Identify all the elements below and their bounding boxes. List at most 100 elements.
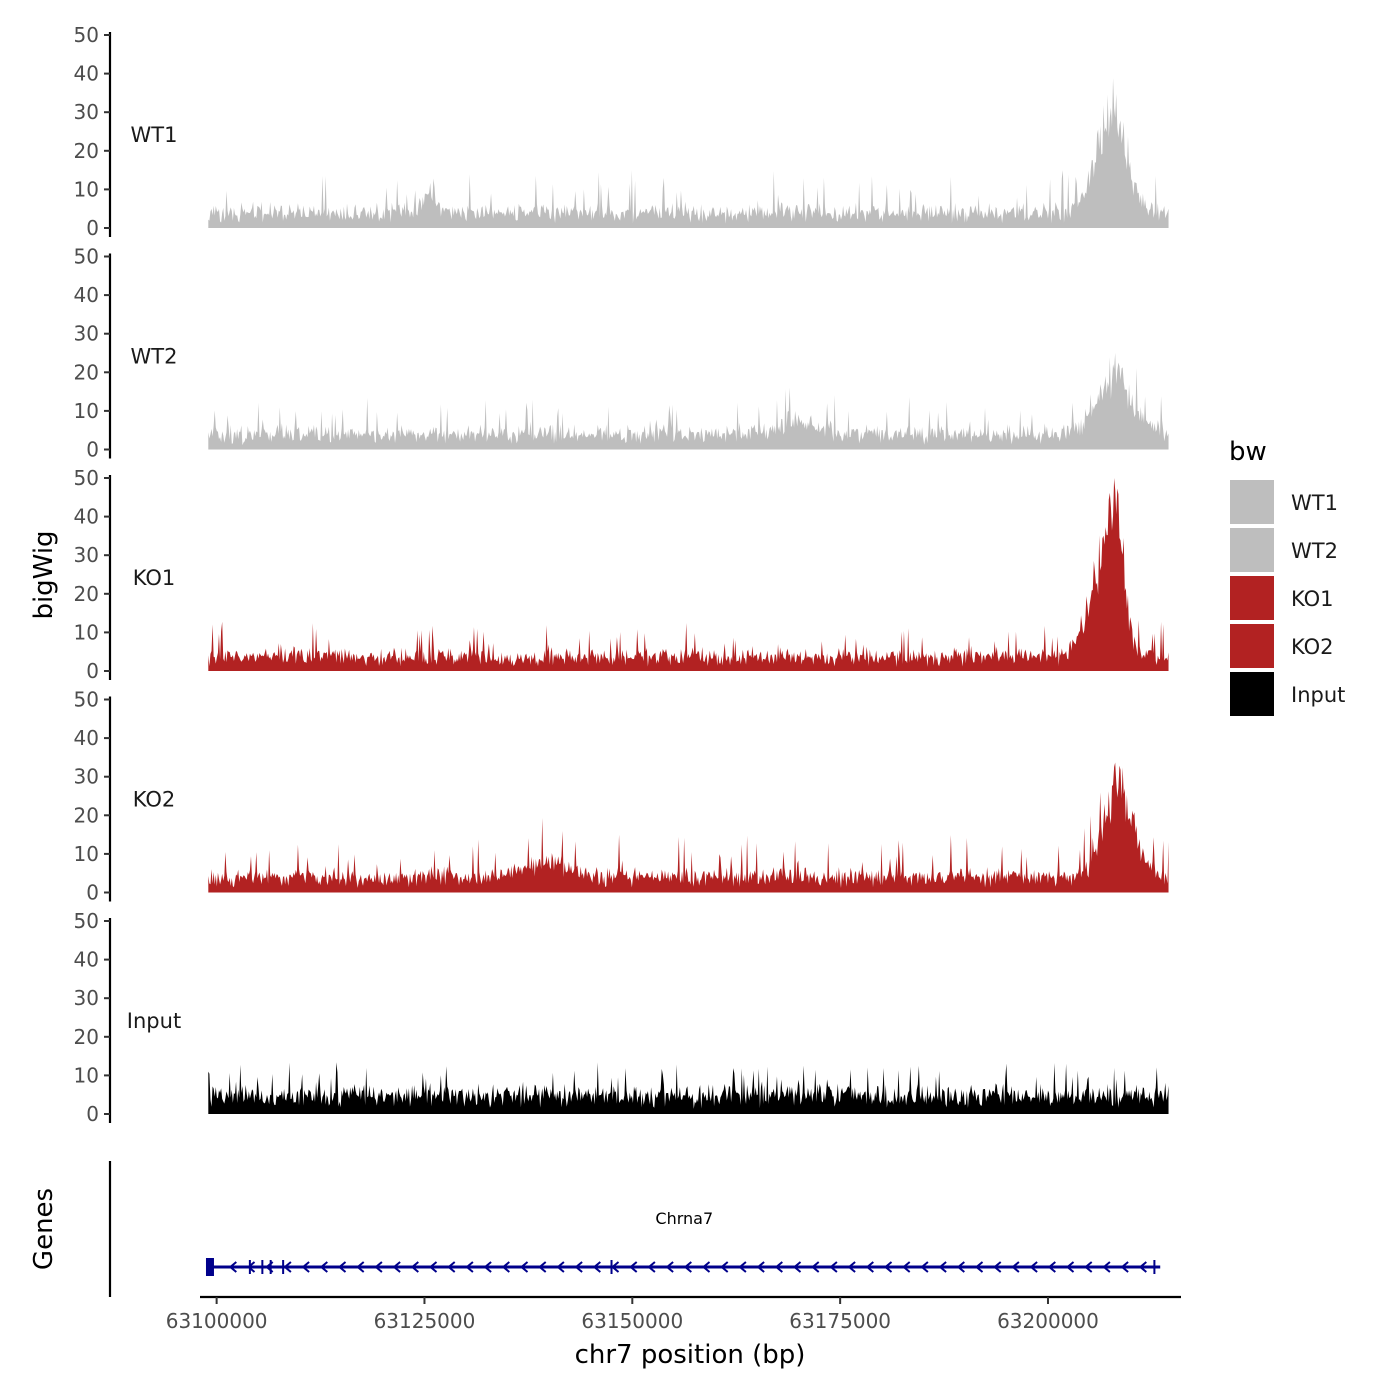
y-tick-label: 0	[86, 1102, 99, 1126]
strand-arrow	[829, 1261, 838, 1273]
strand-arrow	[774, 1261, 783, 1273]
y-tick-label: 0	[86, 438, 99, 462]
coverage-area-input	[208, 1062, 1169, 1114]
strand-arrow	[1120, 1261, 1129, 1273]
strand-arrow	[847, 1261, 856, 1273]
strand-arrow	[993, 1261, 1002, 1273]
strand-arrow	[883, 1261, 893, 1273]
gene-model-chrna7: Chrna7	[205, 1209, 1161, 1276]
y-tick-label: 50	[74, 466, 99, 490]
strand-arrow	[956, 1261, 965, 1273]
strand-arrow	[792, 1261, 802, 1273]
x-tick-label: 63125000	[374, 1309, 476, 1333]
legend-swatch-wt1	[1230, 480, 1274, 524]
track-wt1: 0 10 20 30 40 50 WT1	[74, 23, 1169, 240]
coverage-area-wt1	[208, 78, 1169, 228]
exon	[261, 1260, 264, 1274]
exon	[205, 1258, 214, 1276]
legend-swatch-ko2	[1230, 624, 1274, 668]
strand-arrow	[738, 1261, 747, 1273]
strand-arrow	[592, 1261, 601, 1273]
x-tick-label: 63175000	[789, 1309, 891, 1333]
exon	[282, 1260, 285, 1274]
y-tick-label: 10	[74, 842, 99, 866]
strand-arrow	[374, 1261, 383, 1273]
legend-label-wt1: WT1	[1291, 491, 1338, 515]
strand-arrow	[356, 1261, 365, 1273]
strand-arrow	[1065, 1261, 1075, 1273]
track-label: KO1	[133, 566, 176, 590]
exon	[610, 1260, 613, 1274]
y-tick-label: 0	[86, 659, 99, 683]
strand-arrow	[974, 1261, 984, 1273]
exon	[248, 1260, 251, 1274]
coverage-area-ko1	[208, 478, 1169, 671]
track-ko2: 0 10 20 30 40 50 KO2	[74, 688, 1169, 905]
x-tick-label: 63200000	[997, 1309, 1099, 1333]
y-tick-label: 30	[74, 765, 99, 789]
strand-arrow	[720, 1261, 729, 1273]
strand-arrow	[556, 1261, 565, 1273]
strand-arrow	[501, 1261, 510, 1273]
y-axis-title: bigWig	[29, 530, 59, 619]
y-tick-label: 20	[74, 582, 99, 606]
y-tick-label: 20	[74, 1025, 99, 1049]
y-tick-label: 0	[86, 216, 99, 240]
tracks-layer: 0 10 20 30 40 50 WT1 0 10 20 30 40 50 WT2 0 10 20 30 40 50 K…	[74, 23, 1169, 1126]
y-tick-label: 50	[74, 245, 99, 269]
x-axis: 63100000 63125000 63150000 63175000 63200000	[166, 1295, 1181, 1333]
strand-arrow	[428, 1261, 438, 1273]
legend-label-ko1: KO1	[1291, 587, 1334, 611]
exon	[269, 1260, 272, 1274]
track-ko1: 0 10 20 30 40 50 KO1	[74, 466, 1169, 683]
strand-arrow	[1084, 1261, 1093, 1273]
strand-arrow	[1011, 1261, 1020, 1273]
strand-arrow	[920, 1261, 929, 1273]
strand-arrow	[1029, 1261, 1038, 1273]
y-tick-label: 50	[74, 909, 99, 933]
legend-swatch-input	[1230, 672, 1274, 716]
y-tick-label: 10	[74, 399, 99, 423]
legend-swatch-wt2	[1230, 528, 1274, 572]
strand-arrow	[701, 1261, 711, 1273]
y-tick-label: 40	[74, 505, 99, 529]
track-wt2: 0 10 20 30 40 50 WT2	[74, 245, 1169, 462]
strand-arrow	[1102, 1261, 1111, 1273]
y-tick-label: 40	[74, 726, 99, 750]
strand-arrow	[683, 1261, 692, 1273]
y-tick-label: 30	[74, 543, 99, 567]
track-input: 0 10 20 30 40 50 Input	[74, 909, 1169, 1126]
strand-arrow	[574, 1261, 583, 1273]
coverage-area-wt2	[208, 352, 1169, 450]
strand-arrow	[410, 1261, 419, 1273]
strand-arrow	[629, 1261, 638, 1273]
y-tick-label: 40	[74, 283, 99, 307]
legend-label-wt2: WT2	[1291, 539, 1338, 563]
strand-arrow	[447, 1261, 456, 1273]
y-tick-label: 50	[74, 23, 99, 47]
legend-label-ko2: KO2	[1291, 635, 1334, 659]
coverage-area-ko2	[208, 762, 1169, 893]
track-label: WT2	[131, 345, 178, 369]
y-tick-label: 50	[74, 688, 99, 712]
strand-arrow	[865, 1261, 874, 1273]
track-label: KO2	[133, 788, 176, 812]
y-tick-label: 30	[74, 100, 99, 124]
strand-arrow	[902, 1261, 911, 1273]
exon	[1153, 1260, 1156, 1274]
strand-arrow	[665, 1261, 674, 1273]
y-tick-label: 20	[74, 803, 99, 827]
strand-arrow	[519, 1261, 529, 1273]
strand-arrow	[283, 1261, 292, 1273]
legend-label-input: Input	[1291, 683, 1345, 707]
track-label: Input	[127, 1009, 181, 1033]
strand-arrow	[538, 1261, 547, 1273]
strand-arrow	[483, 1261, 492, 1273]
genes-layer: Chrna7	[108, 1161, 1161, 1297]
strand-arrow	[1138, 1261, 1147, 1273]
track-label: WT1	[131, 123, 178, 147]
strand-arrow	[319, 1261, 328, 1273]
y-tick-label: 30	[74, 322, 99, 346]
strand-arrow	[756, 1261, 765, 1273]
legend-title: bw	[1229, 437, 1267, 467]
